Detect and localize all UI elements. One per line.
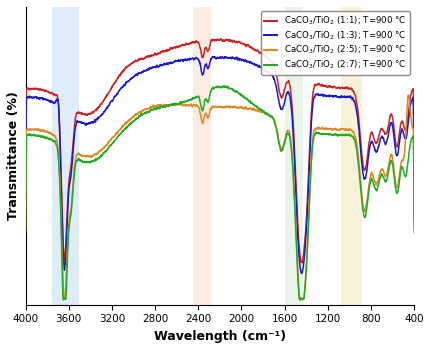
Bar	[193, 7, 211, 305]
Bar	[340, 7, 362, 305]
Bar	[284, 7, 302, 305]
X-axis label: Wavelength (cm⁻¹): Wavelength (cm⁻¹)	[154, 330, 285, 343]
Y-axis label: Transmittance (%): Transmittance (%)	[7, 91, 20, 220]
Bar	[52, 7, 79, 305]
Legend: CaCO$_3$/TiO$_2$ (1:1); T=900 °C, CaCO$_3$/TiO$_2$ (1:3); T=900 °C, CaCO$_3$/TiO: CaCO$_3$/TiO$_2$ (1:1); T=900 °C, CaCO$_…	[260, 11, 409, 75]
